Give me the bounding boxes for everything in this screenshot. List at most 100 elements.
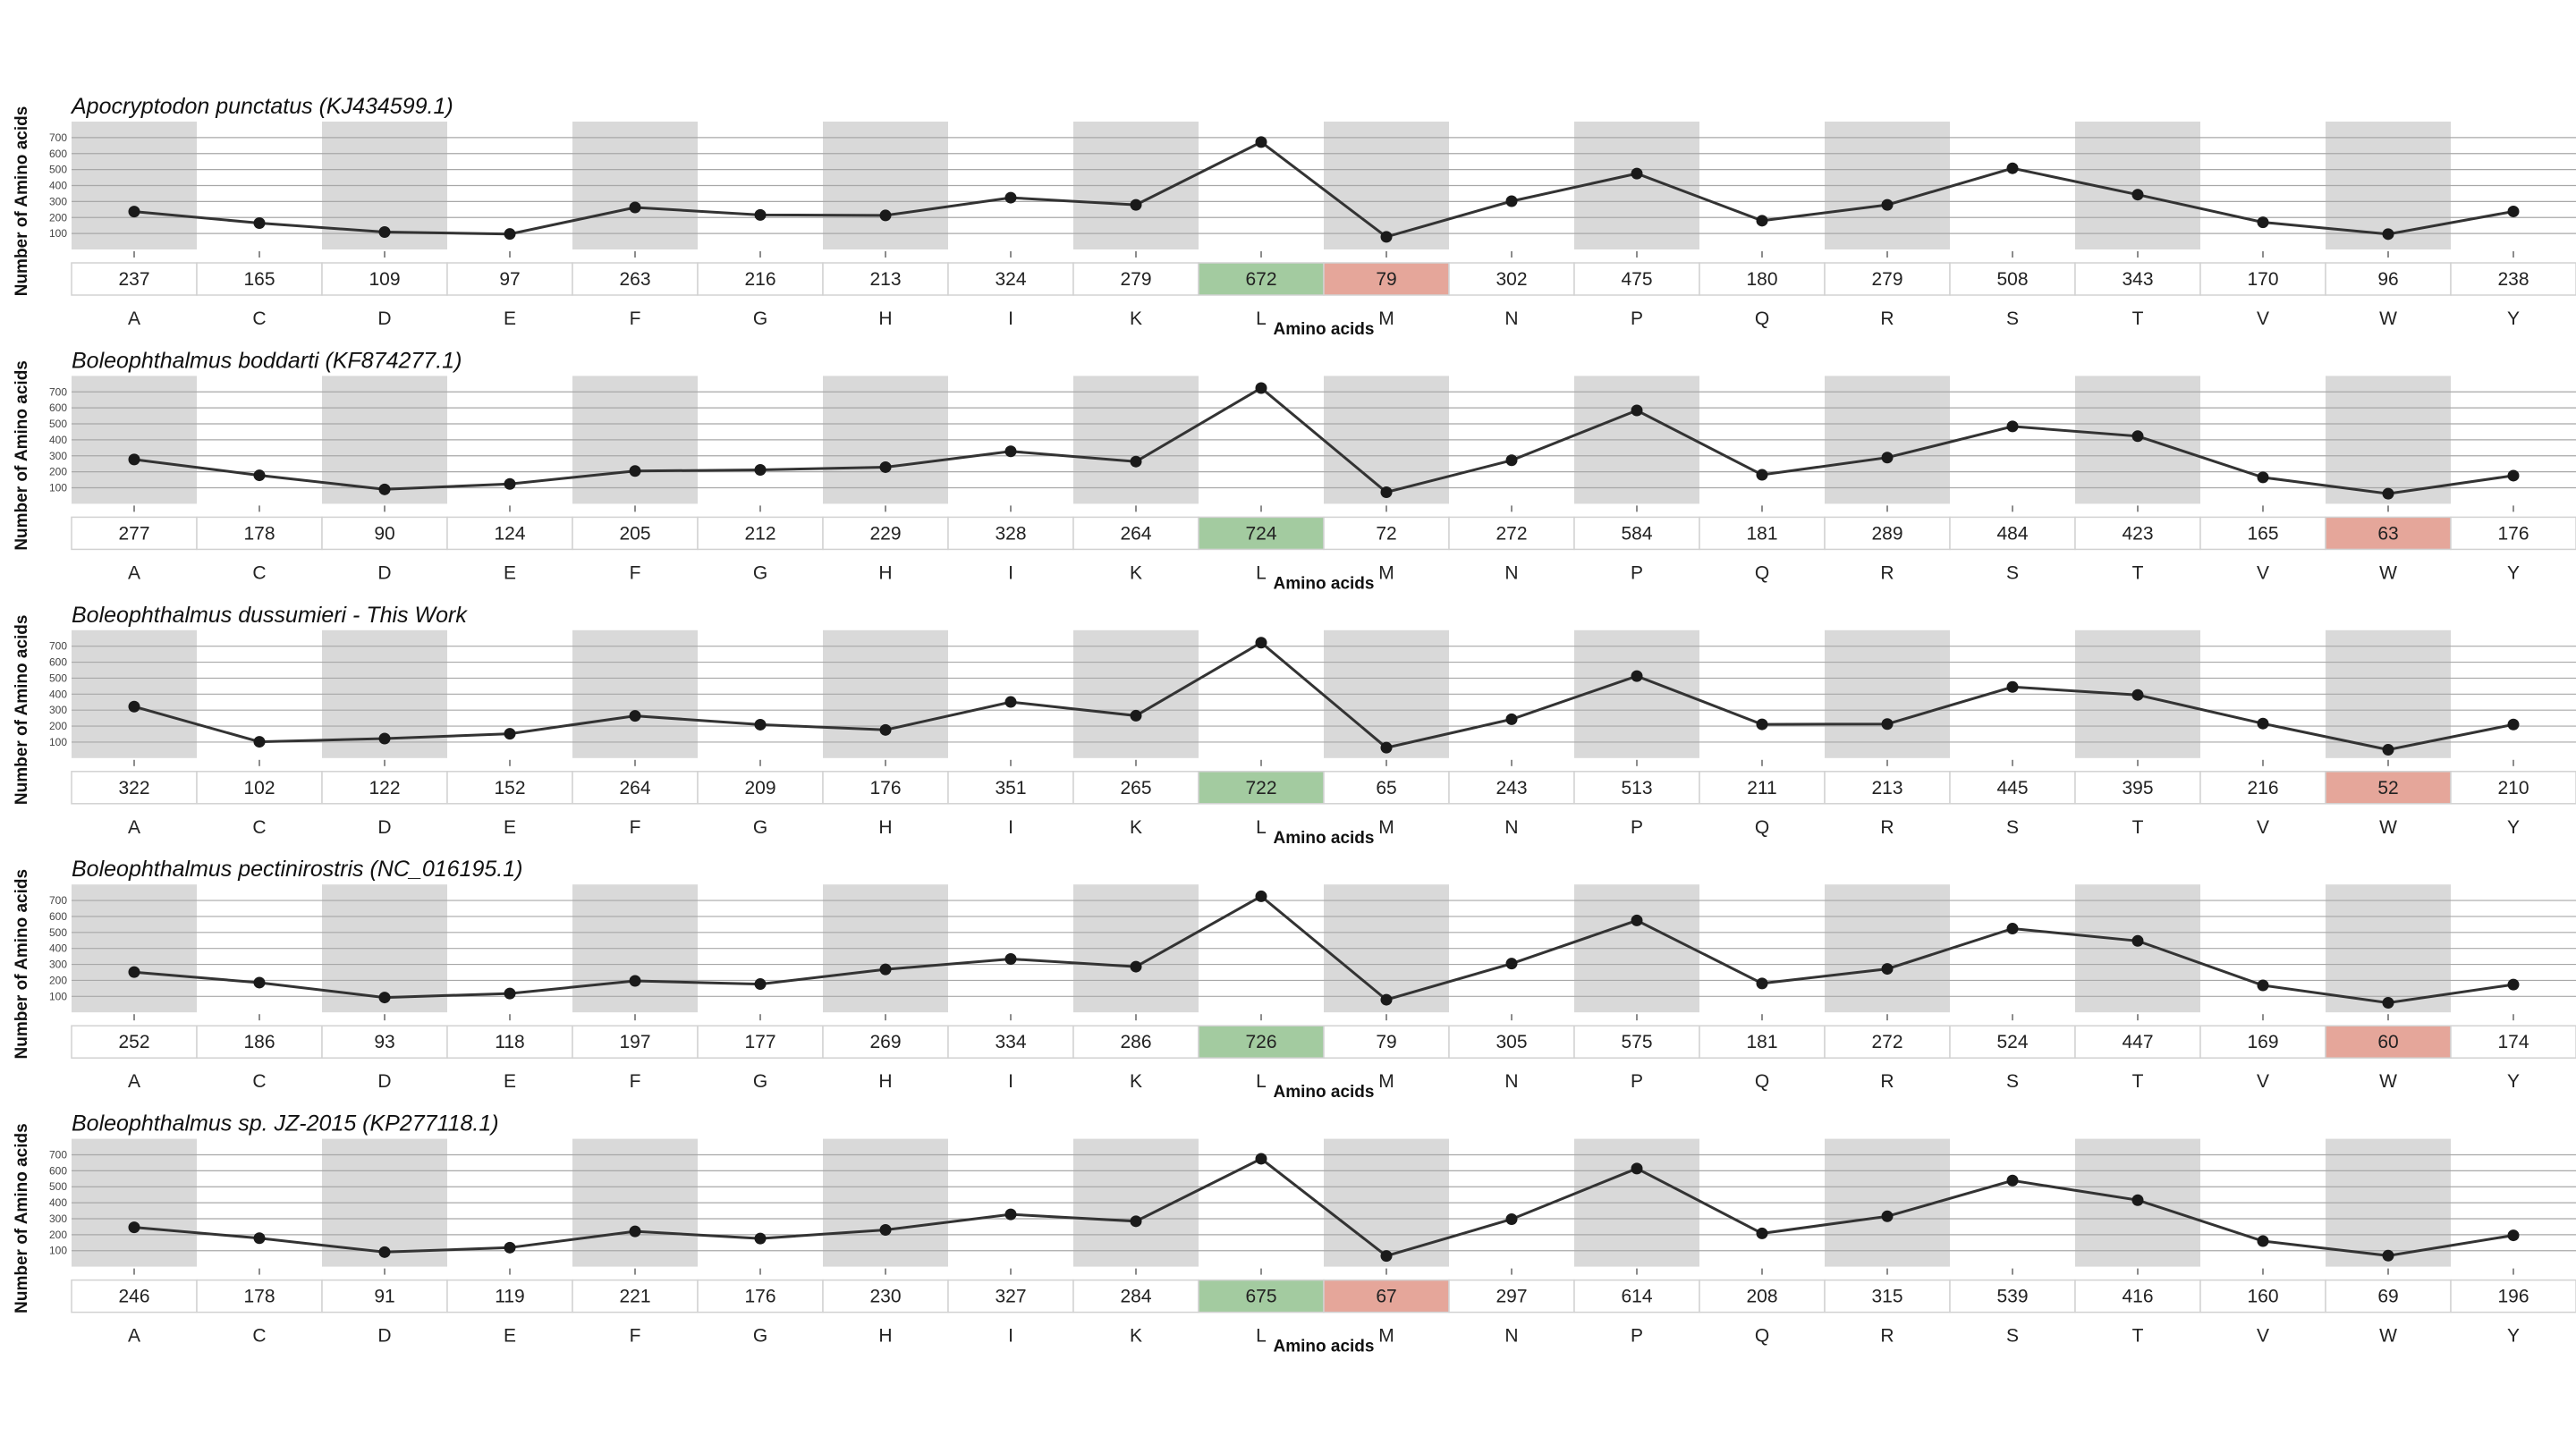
y-axis-label: Number of Amino acids (13, 615, 31, 806)
value-cell (1949, 771, 2076, 805)
data-label: 272 (1496, 523, 1527, 544)
y-tick-label: 500 (49, 1180, 67, 1193)
data-point (1756, 977, 1768, 990)
data-point (1130, 199, 1142, 211)
panel-title: Apocryptodon punctatus (KJ434599.1) (70, 94, 453, 119)
y-tick-label: 300 (49, 450, 67, 462)
data-point (253, 469, 266, 482)
data-label: 186 (243, 1032, 275, 1052)
data-label: 181 (1746, 523, 1777, 544)
value-cell (71, 1279, 198, 1314)
data-point (1255, 637, 1267, 649)
panel-title: Boleophthalmus dussumieri - This Work (72, 603, 468, 628)
data-point (2257, 979, 2269, 992)
x-tick-label: V (2257, 1071, 2269, 1092)
x-tick-label: G (753, 1071, 767, 1092)
data-point (1881, 1210, 1894, 1222)
x-tick-label: E (504, 1326, 516, 1347)
data-point (1631, 914, 1643, 926)
data-label: 324 (995, 269, 1026, 290)
x-tick-label: Y (2507, 817, 2520, 838)
value-cell (1448, 262, 1575, 296)
x-tick-label: Y (2507, 1071, 2520, 1092)
x-axis-label: Amino acids (1274, 829, 1375, 848)
data-label: 93 (374, 1032, 394, 1052)
x-tick-label: C (252, 817, 266, 838)
y-tick-label: 300 (49, 195, 67, 207)
value-cell (822, 1279, 949, 1314)
data-label: 97 (499, 269, 520, 290)
y-tick-label: 400 (49, 942, 67, 955)
x-tick-label: L (1256, 817, 1267, 838)
x-tick-label: T (2132, 1326, 2144, 1347)
data-point (128, 453, 140, 466)
data-label: 252 (118, 1032, 149, 1052)
x-tick-label: W (2379, 1326, 2397, 1347)
value-cell (1949, 262, 2076, 296)
data-point (378, 483, 391, 495)
data-point (1631, 670, 1643, 682)
x-tick-label: K (1130, 817, 1142, 838)
x-axis-label: Amino acids (1274, 1083, 1375, 1102)
value-cell (1699, 516, 1826, 551)
data-point (1255, 382, 1267, 394)
x-tick-label: Y (2507, 1326, 2520, 1347)
x-tick-label: A (128, 562, 140, 583)
y-tick-label: 500 (49, 418, 67, 430)
data-label: 269 (869, 1032, 901, 1052)
data-label: 52 (2377, 778, 2398, 798)
data-point (754, 464, 767, 477)
x-tick-label: R (1880, 817, 1894, 838)
value-cell (2325, 262, 2452, 296)
data-point (1881, 718, 1894, 731)
x-tick-label: D (377, 562, 391, 583)
data-label: 213 (1871, 778, 1902, 798)
data-label: 109 (369, 269, 400, 290)
value-cell (446, 1279, 573, 1314)
data-label: 216 (2247, 778, 2278, 798)
x-tick-label: H (878, 562, 892, 583)
data-label: 277 (118, 523, 149, 544)
data-label: 212 (744, 523, 775, 544)
data-label: 423 (2122, 523, 2153, 544)
x-axis-label: Amino acids (1274, 1338, 1375, 1356)
series-line (133, 140, 2514, 239)
panel-title: Boleophthalmus sp. JZ-2015 (KP277118.1) (72, 1111, 499, 1136)
data-label: 237 (118, 269, 149, 290)
data-label: 614 (1621, 1287, 1652, 1307)
value-cell (572, 1025, 699, 1059)
value-cell (1072, 771, 1199, 805)
data-point (2257, 471, 2269, 484)
x-tick-label: W (2379, 817, 2397, 838)
data-point (128, 966, 140, 978)
y-tick-label: 700 (49, 894, 67, 907)
x-tick-label: V (2257, 308, 2269, 329)
data-label: 328 (995, 523, 1026, 544)
data-label: 246 (118, 1287, 149, 1307)
data-label: 286 (1120, 1032, 1151, 1052)
value-cell (321, 771, 448, 805)
cropped-next-panel (0, 1388, 2576, 1449)
value-cell (2199, 1279, 2326, 1314)
data-label: 165 (243, 269, 275, 290)
data-point (2507, 978, 2520, 991)
x-tick-label: K (1130, 1326, 1142, 1347)
data-label: 675 (1245, 1287, 1276, 1307)
value-cell (1573, 516, 1700, 551)
y-tick-label: 100 (49, 1245, 67, 1257)
data-point (629, 201, 641, 214)
x-tick-label: W (2379, 308, 2397, 329)
data-point (754, 208, 767, 221)
value-cell (1198, 1025, 1325, 1059)
x-tick-label: I (1008, 817, 1013, 838)
value-cell (1448, 1279, 1575, 1314)
data-point (1004, 696, 1017, 708)
y-tick-label: 100 (49, 482, 67, 494)
data-point (504, 987, 516, 1000)
data-point (2006, 1174, 2019, 1187)
x-tick-label: G (753, 817, 767, 838)
data-label: 174 (2497, 1032, 2529, 1052)
data-label: 575 (1621, 1032, 1652, 1052)
x-tick-label: G (753, 308, 767, 329)
